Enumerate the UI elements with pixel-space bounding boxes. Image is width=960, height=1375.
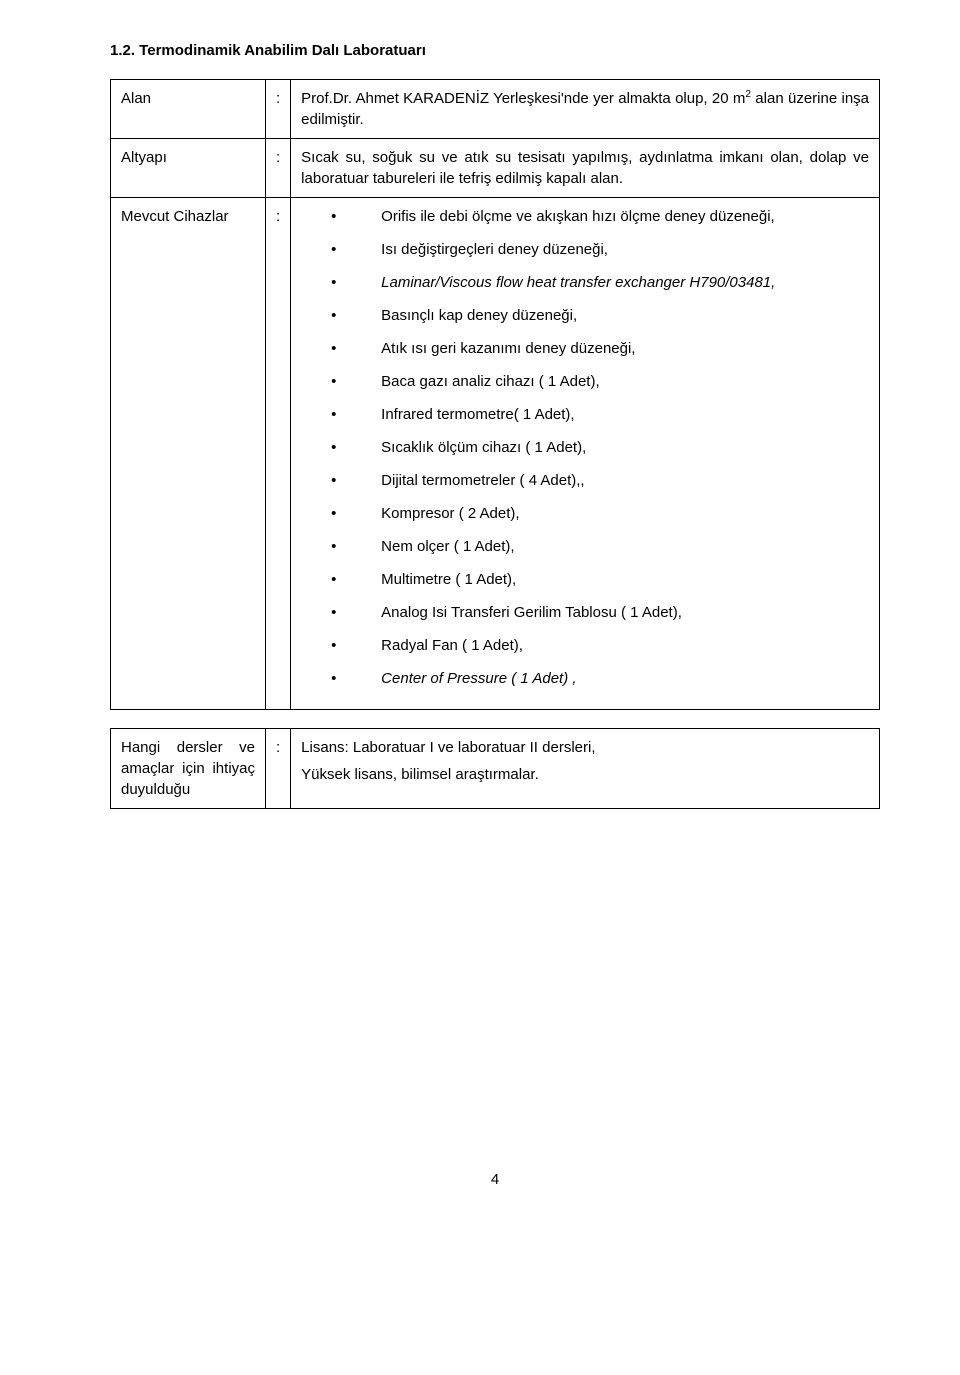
row-content: Sıcak su, soğuk su ve atık su tesisatı y… — [291, 139, 880, 198]
table-row: Mevcut Cihazlar : Orifis ile debi ölçme … — [111, 198, 880, 710]
row-label: Altyapı — [111, 139, 266, 198]
row-label: Hangi dersler ve amaçlar için ihtiyaç du… — [111, 729, 266, 809]
list-item: Atık ısı geri kazanımı deney düzeneği, — [331, 338, 869, 359]
equipment-list: Orifis ile debi ölçme ve akışkan hızı öl… — [301, 206, 869, 689]
list-item: Orifis ile debi ölçme ve akışkan hızı öl… — [331, 206, 869, 227]
list-item: Basınçlı kap deney düzeneği, — [331, 305, 869, 326]
list-item: Sıcaklık ölçüm cihazı ( 1 Adet), — [331, 437, 869, 458]
list-item: Nem olçer ( 1 Adet), — [331, 536, 869, 557]
colon: : — [266, 729, 291, 809]
usage-line: Yüksek lisans, bilimsel araştırmalar. — [301, 764, 869, 785]
list-item: Center of Pressure ( 1 Adet) , — [331, 668, 869, 689]
row-label: Alan — [111, 80, 266, 139]
list-item: Isı değiştirgeçleri deney düzeneği, — [331, 239, 869, 260]
table-row: Altyapı : Sıcak su, soğuk su ve atık su … — [111, 139, 880, 198]
list-item: Baca gazı analiz cihazı ( 1 Adet), — [331, 371, 869, 392]
page-number: 4 — [110, 1169, 880, 1190]
list-item: Multimetre ( 1 Adet), — [331, 569, 869, 590]
list-item: Laminar/Viscous flow heat transfer excha… — [331, 272, 869, 293]
list-item: Dijital termometreler ( 4 Adet),, — [331, 470, 869, 491]
list-item: Analog Isi Transferi Gerilim Tablosu ( 1… — [331, 602, 869, 623]
colon: : — [266, 198, 291, 710]
section-heading: 1.2. Termodinamik Anabilim Dalı Laboratu… — [110, 40, 880, 61]
list-item: Radyal Fan ( 1 Adet), — [331, 635, 869, 656]
row-content: Orifis ile debi ölçme ve akışkan hızı öl… — [291, 198, 880, 710]
list-item: Infrared termometre( 1 Adet), — [331, 404, 869, 425]
usage-table: Hangi dersler ve amaçlar için ihtiyaç du… — [110, 728, 880, 809]
lab-info-table: Alan : Prof.Dr. Ahmet KARADENİZ Yerleşke… — [110, 79, 880, 710]
table-row: Hangi dersler ve amaçlar için ihtiyaç du… — [111, 729, 880, 809]
colon: : — [266, 80, 291, 139]
row-label: Mevcut Cihazlar — [111, 198, 266, 710]
row-content: Prof.Dr. Ahmet KARADENİZ Yerleşkesi'nde … — [291, 80, 880, 139]
row-content: Lisans: Laboratuar I ve laboratuar II de… — [291, 729, 880, 809]
colon: : — [266, 139, 291, 198]
table-row: Alan : Prof.Dr. Ahmet KARADENİZ Yerleşke… — [111, 80, 880, 139]
usage-line: Lisans: Laboratuar I ve laboratuar II de… — [301, 737, 869, 758]
list-item: Kompresor ( 2 Adet), — [331, 503, 869, 524]
